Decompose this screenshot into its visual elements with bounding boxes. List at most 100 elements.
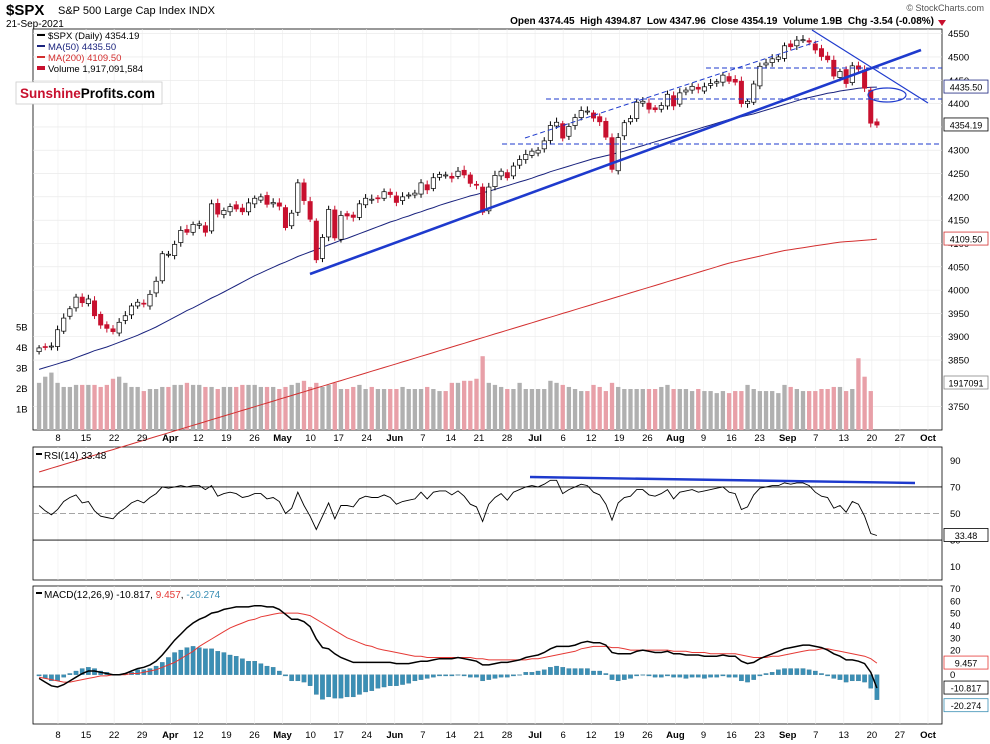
logo-sunshine: Sunshine — [20, 86, 81, 101]
candle-body — [788, 43, 794, 48]
macd-histogram-bar — [221, 652, 227, 675]
legend-marker-ma50 — [37, 45, 45, 47]
volume-bar — [511, 389, 516, 430]
macd-signal-tag-box — [943, 655, 989, 670]
candle-body — [184, 229, 190, 233]
x-tick-label: 29 — [137, 433, 148, 444]
x-tick-label: 17 — [333, 433, 344, 444]
macd-histogram-bar — [689, 674, 695, 678]
volume-bar — [843, 391, 849, 430]
volume-bar — [301, 380, 307, 430]
candle-body — [344, 213, 350, 217]
macd-histogram-bar — [418, 674, 424, 680]
x-tick-label: Jul — [528, 730, 542, 741]
volume-bar — [160, 386, 165, 430]
macd-histogram-bar — [49, 674, 54, 682]
candle-body — [270, 202, 276, 205]
volume-bar — [585, 391, 590, 430]
volume-bar — [566, 386, 572, 430]
macd-histogram-bar — [252, 661, 258, 675]
volume-bar — [579, 391, 584, 430]
macd-histogram-bar — [776, 669, 781, 675]
rsi-tick-label: 50 — [950, 509, 961, 520]
volume-bar — [332, 382, 337, 430]
candle-body — [79, 296, 85, 304]
volume-bar — [375, 389, 381, 430]
rsi-label: RSI(14) 33.48 — [44, 451, 107, 462]
macd-histogram-bar — [868, 674, 874, 689]
volume-bar — [474, 378, 479, 430]
volume-bar — [788, 386, 793, 430]
macd-histogram-bar — [597, 670, 602, 675]
legend-marker-ma200 — [37, 56, 45, 58]
macd-histogram-bar — [135, 669, 140, 675]
macd-histogram-bar — [375, 674, 381, 689]
volume-bar — [67, 386, 73, 430]
macd-tick-label: 40 — [950, 621, 961, 632]
macd-histogram-bar — [634, 674, 639, 677]
candle-body — [566, 126, 572, 137]
macd-histogram-bar — [548, 667, 553, 675]
volume-bar — [492, 384, 498, 430]
candle-body — [338, 215, 344, 240]
macd-histogram-bar — [209, 648, 214, 675]
candle-body — [202, 225, 208, 233]
candle-body — [412, 192, 418, 196]
macd-histogram-bar — [443, 674, 448, 677]
macd-histogram-bar — [301, 674, 307, 683]
volume-bar — [351, 386, 356, 430]
volume-bar — [862, 376, 867, 430]
macd-histogram-bar — [332, 674, 338, 699]
legend-ma200: MA(200) 4109.50 — [48, 53, 121, 64]
volume-bar — [344, 389, 350, 430]
volume-bar — [443, 391, 448, 430]
index-name-text: S&P 500 Large Cap Index — [58, 5, 186, 17]
macd-histogram-bar — [819, 673, 824, 675]
x-tick-label: Oct — [920, 433, 937, 444]
candle-body — [640, 100, 646, 104]
candle-body — [547, 125, 553, 141]
volume-bar — [135, 386, 140, 430]
volume-bar — [289, 384, 294, 430]
candle-body — [603, 120, 609, 138]
macd-histogram-bar — [683, 674, 689, 679]
macd-histogram-bar — [585, 668, 590, 675]
x-tick-label: 23 — [754, 433, 765, 444]
volume-bar — [80, 384, 85, 430]
macd-tick-label: 0 — [950, 670, 955, 681]
candle-body — [147, 293, 153, 307]
macd-indicator: 706050403020100-10 — [36, 584, 964, 700]
volume-bar — [868, 391, 873, 430]
volume-bar — [412, 389, 418, 430]
x-tick-label: 24 — [361, 433, 372, 444]
volume-bar — [652, 389, 658, 430]
x-tick-label: Apr — [162, 433, 179, 444]
candle-body — [443, 174, 449, 177]
x-tick-label: Sep — [779, 730, 797, 741]
candle-body — [726, 76, 732, 82]
candle-body — [720, 74, 726, 83]
candle-body — [172, 244, 178, 256]
macd-histogram-bar — [566, 668, 572, 675]
volume-bar — [221, 386, 227, 430]
volume-bar — [776, 393, 781, 430]
macd-histogram-bar — [159, 662, 165, 675]
macd-histogram-bar — [431, 674, 436, 678]
candle-body — [732, 79, 738, 83]
candle-body — [701, 86, 707, 92]
volume-bar — [733, 391, 738, 430]
candle-body — [196, 223, 202, 226]
macd-tick-label: 30 — [950, 633, 961, 644]
candle-body — [418, 182, 424, 195]
volume-bar — [591, 384, 596, 430]
x-tick-label: 8 — [55, 433, 60, 444]
candle-body — [738, 80, 744, 104]
candle-body — [363, 197, 369, 206]
candle-body — [683, 89, 689, 93]
candle-body — [449, 175, 455, 179]
x-tick-label: 19 — [221, 730, 232, 741]
candle-body — [486, 186, 492, 212]
volume-bar — [498, 386, 504, 430]
macd-histogram-bar — [61, 674, 67, 678]
macd-histogram-bar — [628, 674, 633, 679]
